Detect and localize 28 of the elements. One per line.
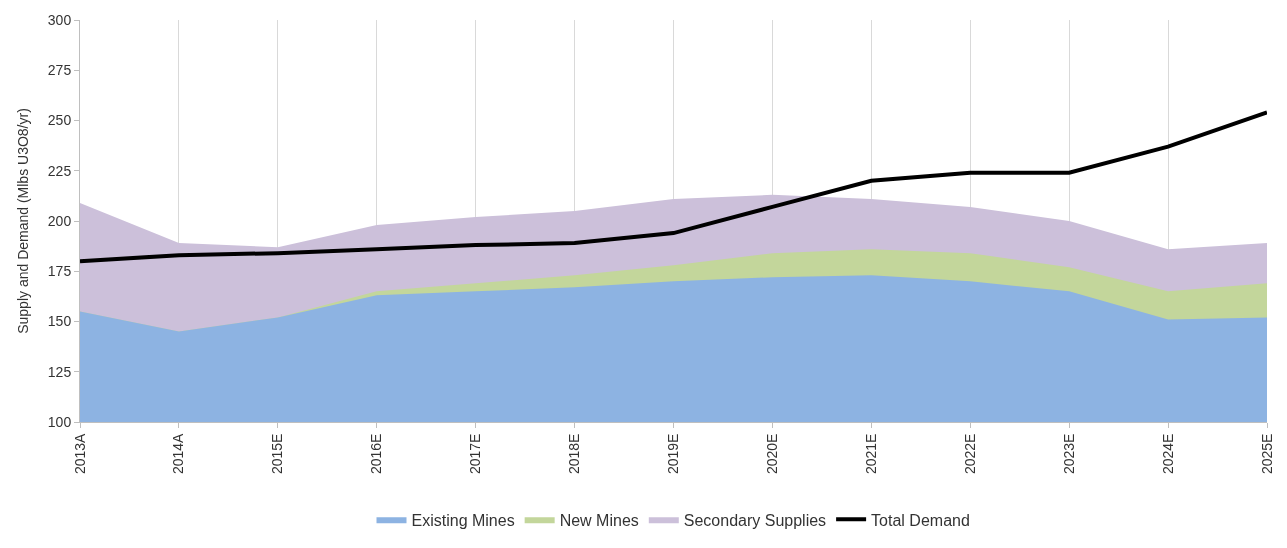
y-tick-label: 225 [47,162,72,179]
x-tick-label: 2019E [665,433,682,475]
legend-label: Secondary Supplies [683,511,827,529]
x-tick-label: 2015E [269,433,286,475]
x-tick-label: 2018E [566,433,583,475]
legend-label: Total Demand [871,511,970,529]
y-axis-title: Supply and Demand (Mlbs U3O8/yr) [15,108,32,334]
y-tick-label: 150 [47,313,72,330]
y-tick-label: 175 [47,263,72,280]
x-tick-label: 2017E [467,433,484,475]
y-tick-label: 275 [47,62,72,79]
y-tick-label: 200 [47,212,72,229]
legend-label: New Mines [559,511,639,529]
x-tick-label: 2021E [862,433,879,475]
x-tick-label: 2016E [368,433,385,475]
x-tick-label: 2025E [1258,433,1275,475]
line-series [80,110,1267,264]
legend-label: Existing Mines [411,511,515,529]
x-tick-label: 2024E [1159,433,1176,475]
y-tick-label: 125 [47,363,72,380]
x-tick-label: 2022E [961,433,978,475]
x-tick-label: 2014A [170,432,187,475]
x-tick-label: 2013A [71,432,88,475]
y-tick-label: 250 [47,112,72,129]
y-tick-label: 300 [47,11,72,28]
y-tick-label: 100 [47,413,72,430]
x-tick-label: 2023E [1060,433,1077,475]
x-tick-label: 2020E [763,433,780,475]
